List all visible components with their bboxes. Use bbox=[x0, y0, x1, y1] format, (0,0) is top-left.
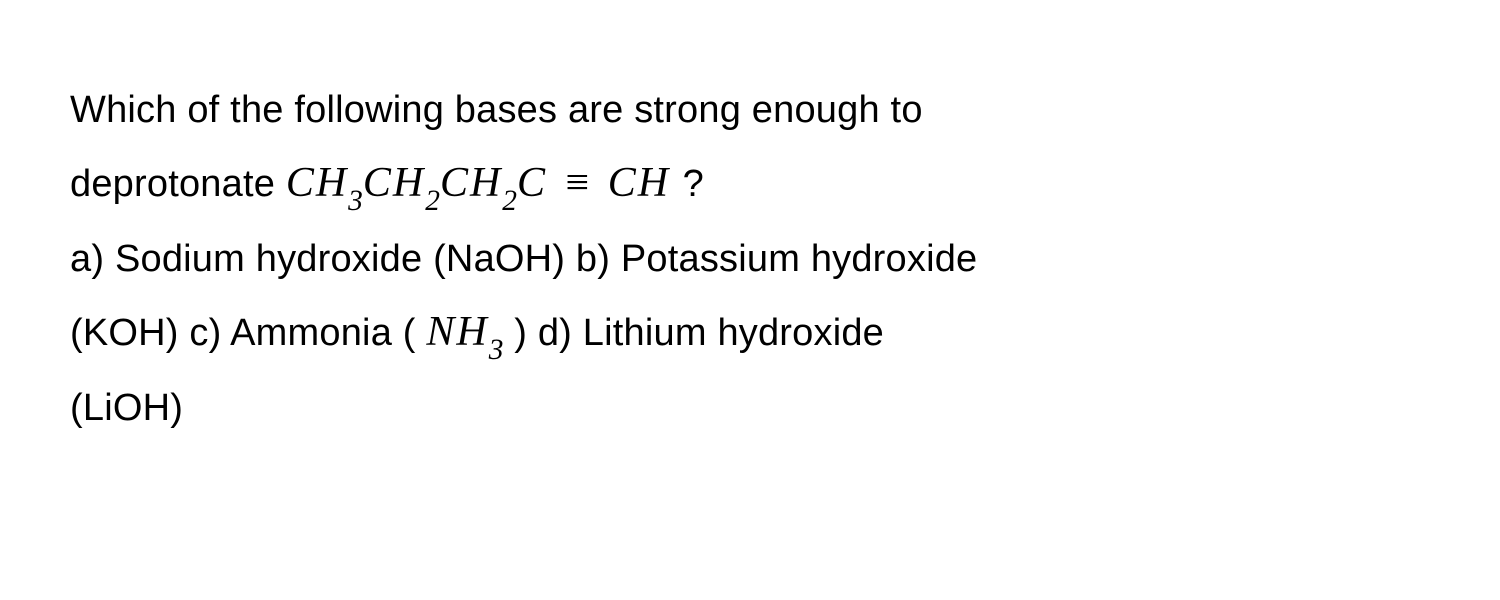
options-line4-suffix: ) d) Lithium hydroxide bbox=[503, 312, 884, 354]
chemical-formula-nh3: NH3 bbox=[426, 309, 503, 355]
formula-part: C bbox=[517, 160, 547, 206]
question-text-line2-suffix: ? bbox=[683, 163, 704, 205]
options-line3: a) Sodium hydroxide (NaOH) b) Potassium … bbox=[70, 238, 977, 280]
formula-part: CH bbox=[608, 160, 670, 206]
formula-subscript: 2 bbox=[502, 185, 517, 217]
formula-subscript: 2 bbox=[425, 185, 440, 217]
options-line4-prefix: (KOH) c) Ammonia ( bbox=[70, 312, 426, 354]
formula-subscript: 3 bbox=[489, 334, 504, 366]
question-block: Which of the following bases are strong … bbox=[70, 75, 1430, 443]
formula-part: CH bbox=[286, 160, 348, 206]
question-text-line2-prefix: deprotonate bbox=[70, 163, 286, 205]
question-text-line1: Which of the following bases are strong … bbox=[70, 89, 923, 131]
formula-part: CH bbox=[440, 160, 502, 206]
chemical-formula-pentyne: CH3CH2CH2C ≡ CH bbox=[286, 160, 683, 206]
formula-part: CH bbox=[363, 160, 425, 206]
options-line5: (LiOH) bbox=[70, 387, 183, 429]
formula-part: NH bbox=[426, 309, 488, 355]
formula-subscript: 3 bbox=[348, 185, 363, 217]
triple-bond-symbol: ≡ bbox=[560, 160, 596, 206]
